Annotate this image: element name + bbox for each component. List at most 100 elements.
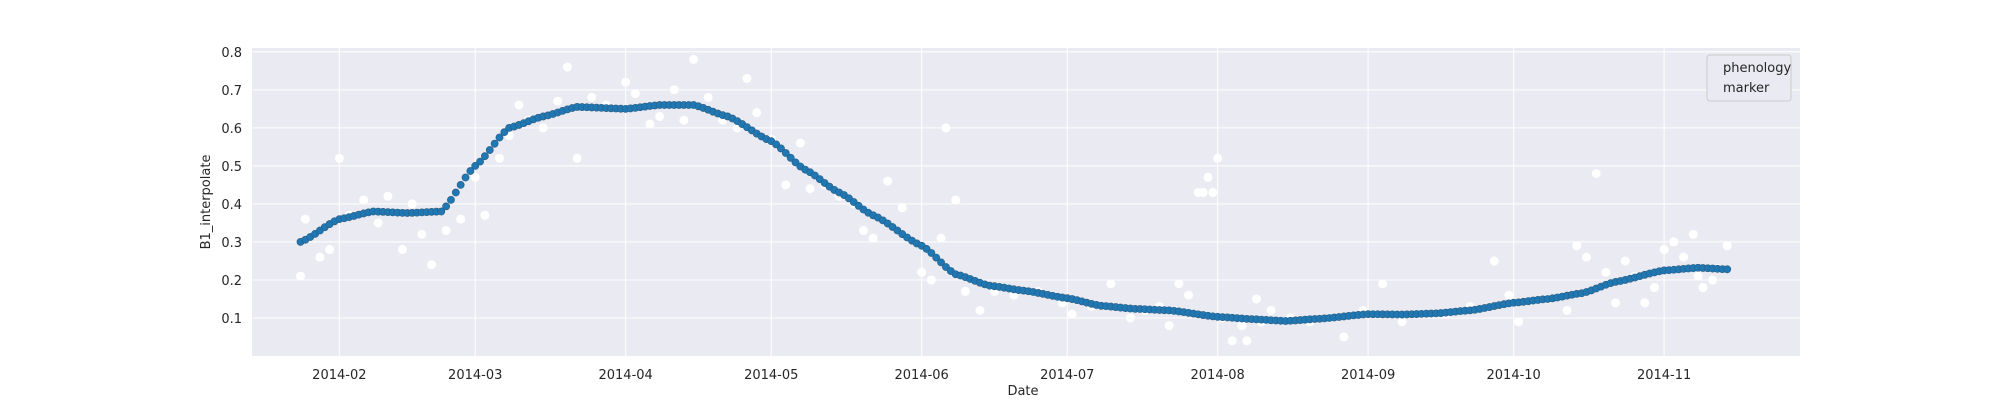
phenology-point bbox=[476, 157, 484, 166]
marker-point bbox=[1242, 336, 1252, 346]
marker-point bbox=[936, 233, 946, 243]
marker-point bbox=[1266, 305, 1276, 315]
x-tick-label: 2014-11 bbox=[1637, 368, 1691, 383]
marker-point bbox=[1489, 256, 1499, 266]
phenology-point bbox=[786, 153, 795, 162]
phenology-point bbox=[490, 139, 499, 148]
phenology-point bbox=[777, 144, 785, 153]
marker-point bbox=[562, 62, 572, 72]
phenology-point bbox=[495, 133, 504, 142]
marker-point bbox=[1164, 321, 1174, 331]
marker-point bbox=[655, 111, 665, 121]
phenology-point bbox=[466, 167, 475, 175]
marker-point bbox=[1203, 172, 1213, 182]
legend-entry-marker: marker bbox=[1723, 81, 1770, 96]
marker-point bbox=[630, 89, 640, 99]
phenology-point bbox=[442, 202, 451, 211]
legend-entry-phenology: phenology bbox=[1723, 61, 1791, 76]
marker-point bbox=[1640, 298, 1650, 308]
marker-point bbox=[1708, 275, 1718, 285]
marker-point bbox=[1184, 290, 1194, 300]
marker-point bbox=[1562, 305, 1572, 315]
phenology-point bbox=[500, 128, 509, 137]
x-tick-label: 2014-10 bbox=[1487, 368, 1541, 383]
phenology-point bbox=[1723, 265, 1732, 274]
marker-point bbox=[1339, 332, 1349, 342]
y-tick-label: 0.4 bbox=[221, 198, 242, 213]
phenology-point bbox=[481, 152, 489, 161]
marker-point bbox=[572, 153, 582, 163]
marker-point bbox=[1688, 229, 1698, 239]
marker-point bbox=[1669, 237, 1679, 247]
marker-point bbox=[296, 271, 306, 281]
y-tick-label: 0.3 bbox=[221, 236, 242, 251]
marker-point bbox=[300, 214, 310, 224]
x-tick-label: 2014-09 bbox=[1341, 368, 1395, 383]
phenology-point bbox=[927, 249, 936, 257]
y-axis-ticks: 0.1 0.2 0.3 0.4 0.5 0.6 0.7 0.8 bbox=[221, 46, 242, 327]
marker-point bbox=[397, 245, 407, 255]
marker-point bbox=[359, 195, 369, 205]
marker-point bbox=[975, 305, 985, 315]
marker-point bbox=[781, 180, 791, 190]
y-axis-label: B1_interpolate bbox=[199, 155, 214, 250]
marker-point bbox=[897, 203, 907, 213]
phenology-point bbox=[781, 149, 790, 157]
marker-point bbox=[1620, 256, 1630, 266]
marker-point bbox=[621, 77, 631, 87]
marker-point bbox=[1679, 252, 1689, 262]
y-tick-label: 0.2 bbox=[221, 274, 242, 289]
marker-point bbox=[470, 172, 480, 182]
marker-point bbox=[494, 153, 504, 163]
marker-point bbox=[1378, 279, 1388, 289]
phenology-points bbox=[296, 101, 1732, 325]
x-tick-label: 2014-03 bbox=[448, 368, 502, 383]
marker-point bbox=[703, 92, 713, 102]
y-tick-label: 0.5 bbox=[221, 160, 242, 175]
y-tick-label: 0.1 bbox=[221, 312, 242, 327]
y-tick-label: 0.6 bbox=[221, 122, 242, 137]
marker-point bbox=[480, 210, 490, 220]
marker-point bbox=[1698, 283, 1708, 293]
marker-point bbox=[1601, 267, 1611, 277]
marker-point bbox=[1106, 279, 1116, 289]
phenology-point bbox=[937, 258, 945, 267]
marker-point bbox=[315, 252, 325, 262]
marker-point bbox=[325, 245, 335, 255]
marker-point bbox=[645, 119, 655, 129]
x-tick-label: 2014-05 bbox=[744, 368, 798, 383]
marker-point bbox=[742, 73, 752, 83]
marker-point bbox=[752, 108, 762, 118]
x-tick-label: 2014-04 bbox=[598, 368, 652, 383]
marker-point bbox=[334, 153, 344, 163]
x-axis-label: Date bbox=[1007, 384, 1038, 399]
marker-point bbox=[441, 226, 451, 236]
legend-box bbox=[1706, 54, 1792, 102]
marker-point bbox=[373, 218, 383, 228]
plot-area bbox=[252, 48, 1800, 356]
marker-point bbox=[383, 191, 393, 201]
marker-point bbox=[1198, 187, 1208, 197]
phenology-point bbox=[437, 207, 446, 216]
y-tick-label: 0.7 bbox=[221, 84, 242, 99]
marker-point bbox=[1659, 245, 1669, 255]
y-tick-label: 0.8 bbox=[221, 46, 242, 61]
marker-point bbox=[1208, 187, 1218, 197]
marker-point bbox=[538, 123, 548, 133]
marker-point bbox=[1227, 336, 1237, 346]
phenology-point bbox=[447, 195, 455, 204]
marker-point bbox=[587, 92, 597, 102]
marker-point bbox=[1174, 279, 1184, 289]
phenology-point bbox=[471, 161, 480, 170]
marker-point bbox=[1397, 317, 1407, 327]
phenology-point bbox=[485, 146, 494, 154]
marker-point bbox=[407, 199, 417, 209]
phenology-point bbox=[461, 173, 470, 182]
marker-point bbox=[1649, 283, 1659, 293]
marker-point bbox=[1693, 271, 1703, 281]
marker-point bbox=[858, 226, 868, 236]
marker-point bbox=[1213, 153, 1223, 163]
marker-point bbox=[868, 233, 878, 243]
marker-point bbox=[1581, 252, 1591, 262]
